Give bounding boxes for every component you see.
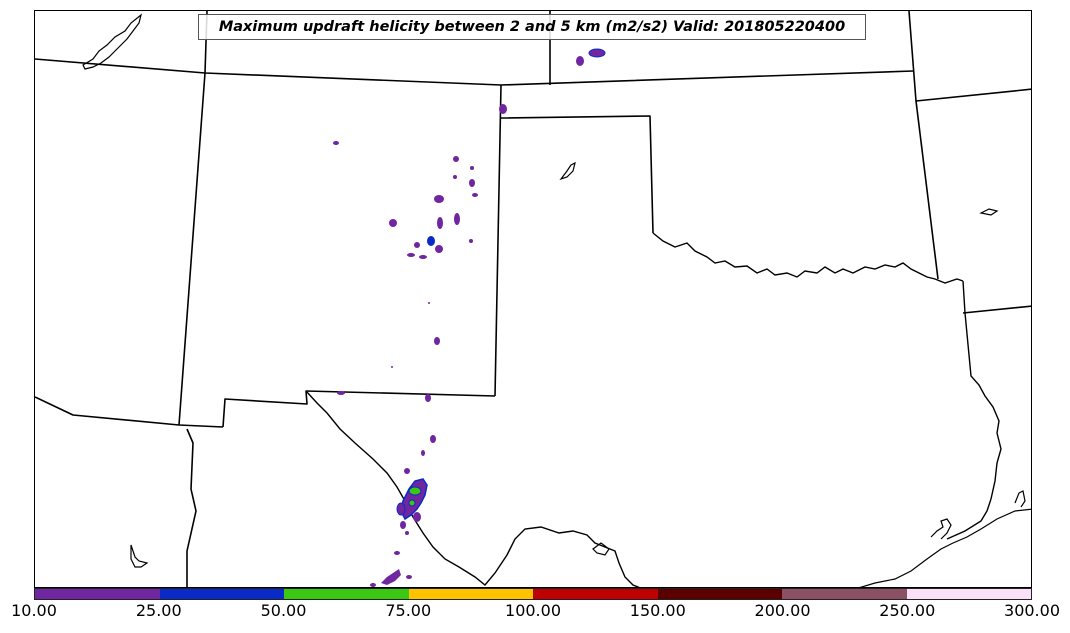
swath (414, 242, 420, 248)
swath (404, 468, 410, 474)
swath (407, 253, 415, 257)
swath (391, 366, 393, 368)
colorbar-tick-label: 100.00 (505, 601, 561, 620)
map-panel (34, 10, 1032, 588)
swath (434, 337, 440, 345)
swath (394, 551, 400, 555)
state-boundaries (35, 11, 1031, 587)
colorbar-segment (533, 589, 658, 599)
boundary-nm-east (494, 84, 502, 397)
colorbar (34, 588, 1032, 600)
swath (428, 302, 430, 304)
swath (434, 195, 444, 203)
galveston-bay (930, 518, 952, 540)
lake-tx (592, 542, 610, 556)
swath (454, 213, 460, 225)
swath (472, 193, 478, 197)
swath (405, 531, 409, 535)
swath (389, 219, 397, 227)
boundary-nm-south (222, 390, 496, 428)
colorbar-tick-label: 200.00 (754, 601, 811, 620)
colorbar-segment (782, 589, 907, 599)
colorbar-segment (35, 589, 160, 599)
boundary-ar (915, 100, 939, 280)
swath (419, 255, 427, 259)
swath (427, 236, 435, 246)
boundary-mo (908, 11, 1031, 102)
colorbar-segment (159, 589, 284, 599)
swath (408, 499, 416, 507)
red-river (652, 232, 964, 284)
colorbar-tick-label: 150.00 (629, 601, 686, 620)
swath (470, 166, 474, 170)
sabine-lake (1014, 490, 1026, 508)
swath (333, 141, 339, 145)
boundary-ok-panhandle (500, 115, 654, 234)
colorbar-tick-label: 300.00 (1004, 601, 1060, 620)
swath (400, 478, 428, 521)
boundary-co-north (35, 58, 914, 86)
swath (337, 391, 345, 395)
colorbar-segment (284, 589, 409, 599)
swath (430, 435, 436, 443)
lake-nm (559, 161, 576, 181)
swath (469, 179, 475, 187)
swath (400, 521, 406, 529)
colorbar-tick-label: 75.00 (385, 601, 432, 620)
swath (576, 56, 584, 66)
swath (406, 575, 412, 579)
reservoir-az (130, 544, 149, 568)
swath (453, 156, 459, 162)
swath (437, 217, 443, 229)
colorbar-tick-label: 10.00 (11, 601, 57, 620)
swath (425, 394, 431, 402)
colorbar-segment (657, 589, 782, 599)
swath (381, 569, 401, 585)
swath (396, 502, 406, 516)
boundary-az (35, 396, 224, 428)
rio-grande (305, 390, 640, 587)
swath (499, 104, 507, 114)
swath (408, 486, 422, 496)
map-title: Maximum updraft helicity between 2 and 5… (198, 14, 866, 40)
swath (588, 48, 606, 58)
swath (469, 239, 473, 243)
colorbar-tick-label: 250.00 (879, 601, 936, 620)
colorbar-ticks: 10.00 25.00 50.00 75.00 100.00 150.00 200.00 25… (11, 601, 1060, 625)
lake-mo (979, 208, 999, 216)
colorbar-tick-label: 25.00 (135, 601, 182, 620)
swath (370, 583, 376, 587)
colorbar-segment (906, 589, 1031, 599)
colorbar-tick-label: 50.00 (260, 601, 307, 620)
boundary-az-mex (186, 428, 197, 587)
boundary-tx-la (946, 280, 1002, 540)
helicity-swaths (333, 48, 606, 587)
swath (421, 450, 425, 456)
swath (435, 245, 443, 253)
colorbar-segment (408, 589, 533, 599)
lake-powell (82, 13, 143, 70)
gulf-coast (859, 508, 1031, 587)
swath (413, 512, 421, 522)
map-canvas (35, 11, 1031, 587)
swath (453, 175, 457, 179)
boundary-ar-la (962, 305, 1031, 314)
